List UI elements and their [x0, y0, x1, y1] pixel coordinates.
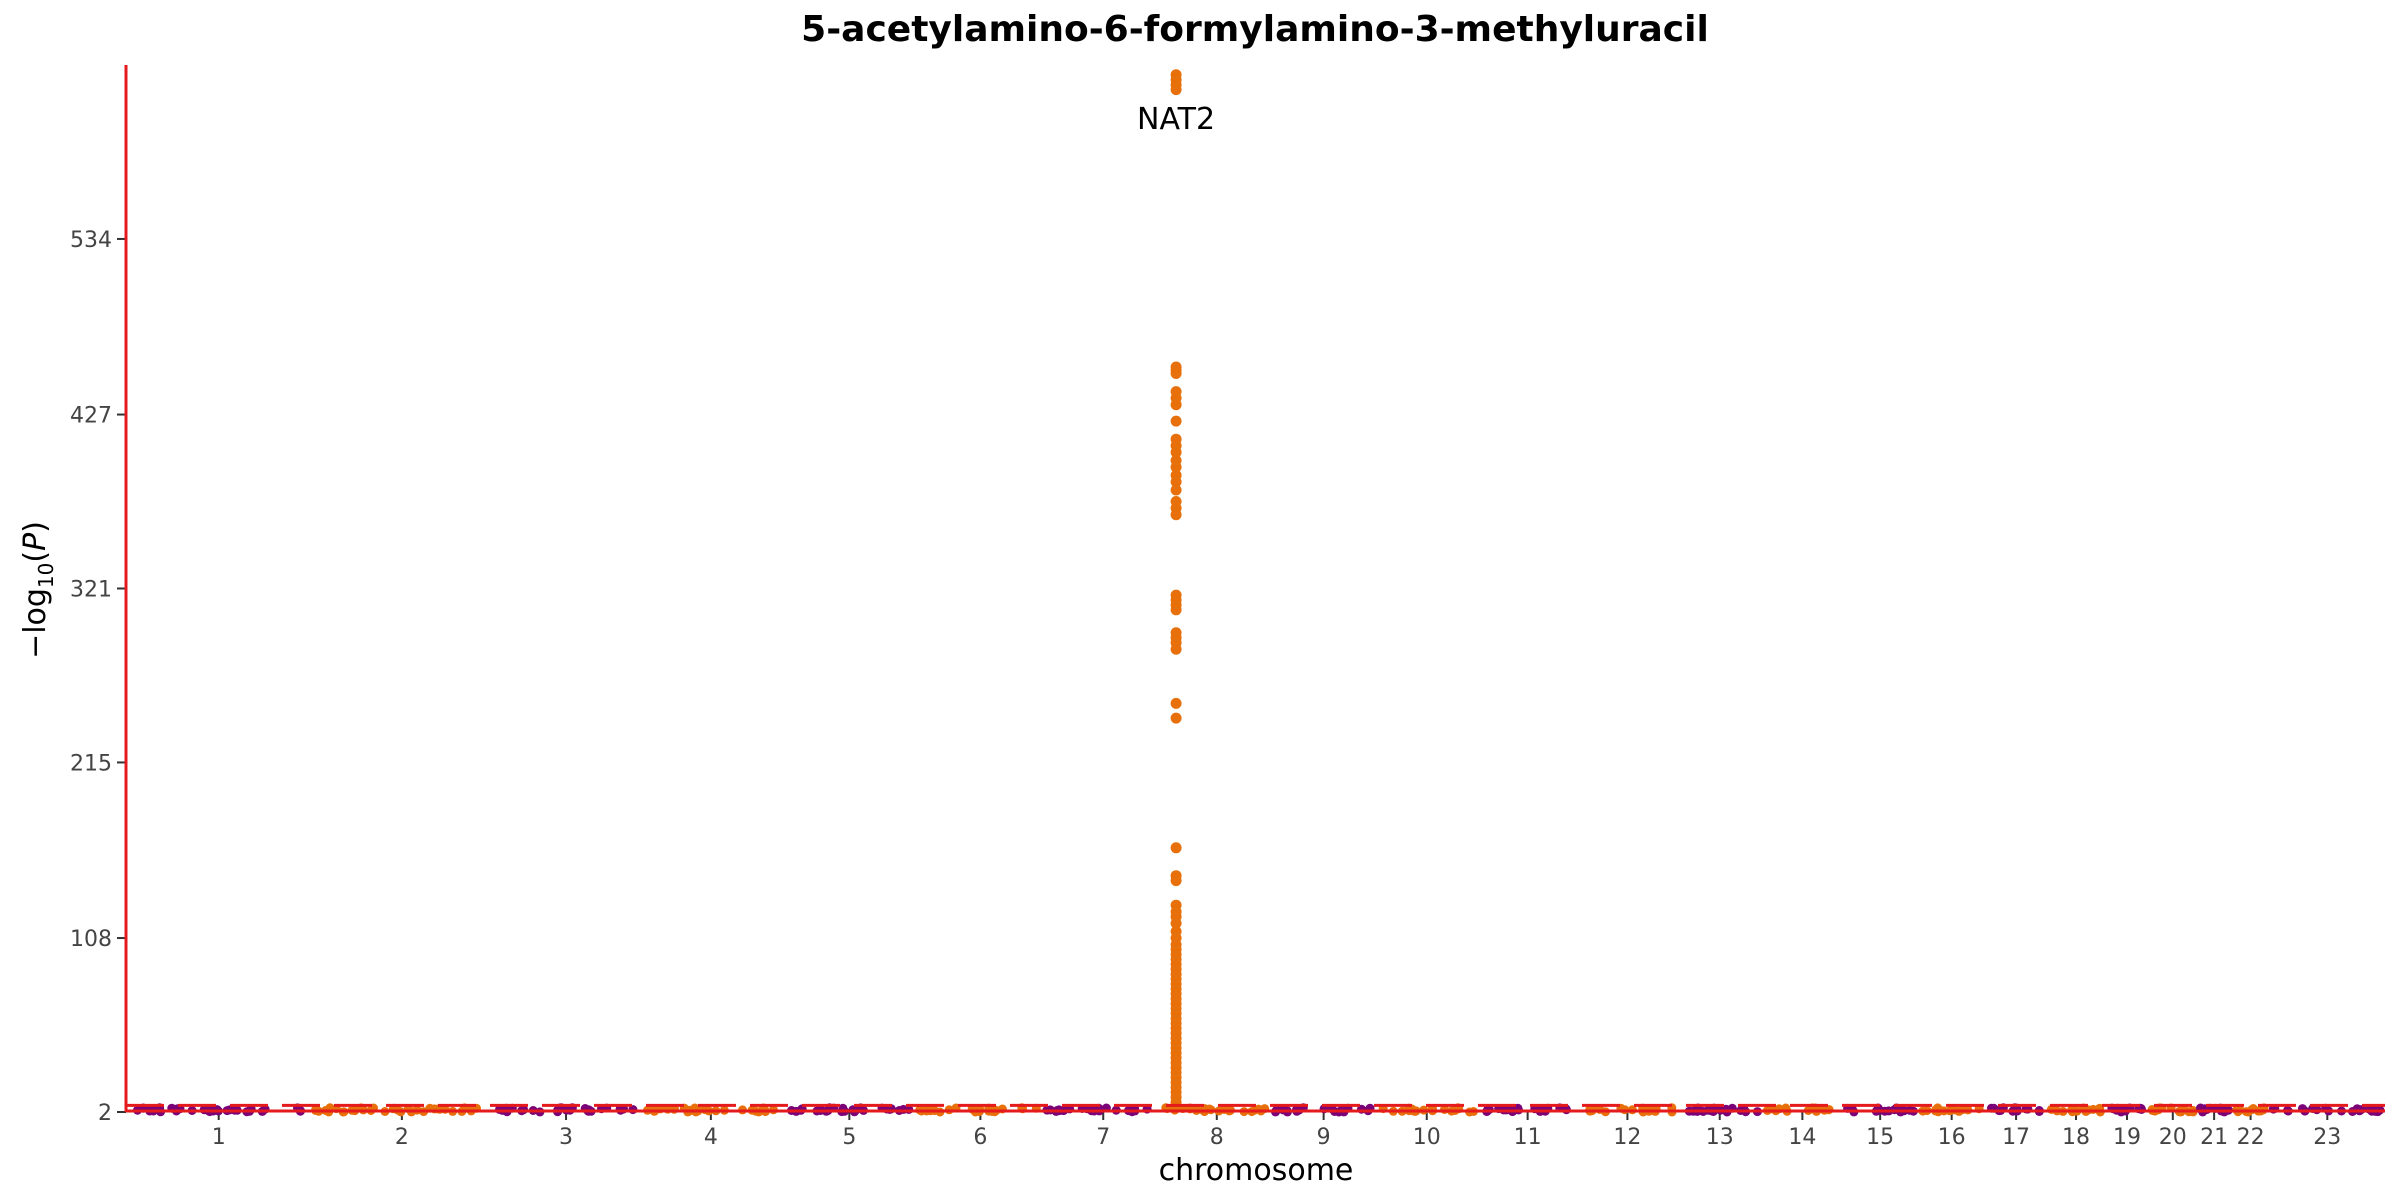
peak-point [1170, 476, 1182, 488]
y-axis-ticks: 2 108 215 321 427 534 [70, 228, 126, 1126]
x-tick-label: 10 [1413, 1125, 1441, 1150]
x-tick-label: 5 [842, 1125, 856, 1150]
x-tick-label: 4 [704, 1125, 718, 1150]
x-tick-label: 11 [1514, 1125, 1542, 1150]
x-tick-label: 13 [1706, 1125, 1734, 1150]
x-tick-label: 1 [212, 1125, 226, 1150]
x-tick-label: 17 [2002, 1125, 2030, 1150]
peak-point [1170, 368, 1182, 379]
x-tick-label: 22 [2237, 1125, 2265, 1150]
peak-point [1170, 399, 1182, 411]
peak-point [1170, 509, 1182, 521]
x-tick-label: 16 [1938, 1125, 1966, 1150]
x-tick-label: 3 [559, 1125, 573, 1150]
y-tick-label: 215 [70, 751, 112, 776]
x-tick-label: 9 [1317, 1125, 1331, 1150]
gene-annotation-label: NAT2 [1137, 102, 1215, 137]
annotations: NAT2 [1137, 102, 1215, 137]
y-tick-label: 321 [70, 578, 112, 603]
peak-point [1170, 446, 1182, 458]
peak-point [1170, 712, 1182, 724]
x-tick-label: 7 [1096, 1125, 1110, 1150]
y-tick-label: 534 [70, 228, 112, 253]
threshold-layer [126, 1103, 2385, 1113]
y-axis-title: −log10(P) [18, 521, 58, 659]
y-tick-label: 2 [98, 1101, 112, 1126]
x-tick-label: 21 [2200, 1125, 2228, 1150]
peak-point [1170, 917, 1182, 929]
x-tick-label: 23 [2313, 1125, 2341, 1150]
peak-point [1170, 643, 1182, 655]
x-tick-label: 19 [2113, 1125, 2141, 1150]
y-tick-label: 108 [70, 927, 112, 952]
x-axis-title: chromosome [1159, 1153, 1354, 1188]
x-tick-label: 12 [1613, 1125, 1641, 1150]
peak-point [1170, 84, 1182, 96]
x-tick-label: 14 [1788, 1125, 1816, 1150]
peak-point [1170, 875, 1182, 887]
x-axis-ticks: 1 2 3 4 5 6 7 8 9 10 11 12 13 14 15 16 17 18 19 20 21 22 23 [212, 1112, 2341, 1150]
y-tick-label: 427 [70, 404, 112, 429]
data-points [133, 69, 2385, 1117]
peak-point [1170, 697, 1182, 709]
x-tick-label: 15 [1866, 1125, 1894, 1150]
peak-point [1170, 415, 1182, 427]
peak-point [1170, 842, 1182, 854]
x-tick-label: 2 [395, 1125, 409, 1150]
x-tick-label: 20 [2159, 1125, 2187, 1150]
peak-point [1170, 604, 1182, 616]
peak-point [1170, 484, 1182, 496]
chart-title: 5-acetylamino-6-formylamino-3-methylurac… [801, 9, 1709, 50]
x-tick-label: 6 [973, 1125, 987, 1150]
peak-point [1170, 461, 1182, 473]
x-tick-label: 8 [1210, 1125, 1224, 1150]
x-tick-label: 18 [2062, 1125, 2090, 1150]
